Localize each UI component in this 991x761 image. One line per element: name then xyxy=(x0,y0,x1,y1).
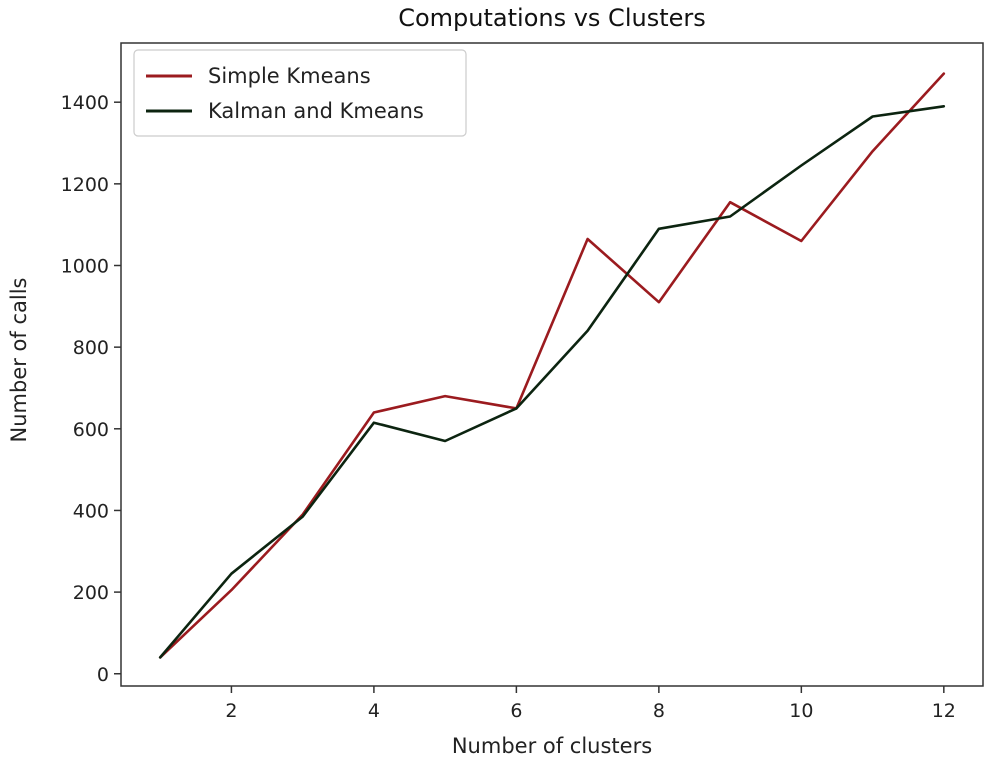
chart-title: Computations vs Clusters xyxy=(398,4,706,32)
x-axis-ticks: 2 4 6 8 10 12 xyxy=(225,686,956,722)
y-axis-ticks: 0 200 400 600 800 1000 1200 1400 xyxy=(61,92,121,686)
y-tick-label: 1200 xyxy=(61,174,109,196)
x-tick-label: 2 xyxy=(225,700,237,722)
y-tick-label: 800 xyxy=(73,337,109,359)
legend-box xyxy=(133,49,467,137)
x-axis-label: Number of clusters xyxy=(452,734,652,758)
x-tick-label: 10 xyxy=(789,700,813,722)
legend-label-simple-kmeans: Simple Kmeans xyxy=(208,64,371,88)
y-tick-label: 1000 xyxy=(61,255,109,277)
series-line-kalman-and-kmeans xyxy=(158,105,946,659)
x-tick-label: 4 xyxy=(368,700,380,722)
x-tick-label: 6 xyxy=(510,700,522,722)
y-tick-label: 1400 xyxy=(61,92,109,114)
y-tick-label: 0 xyxy=(97,664,109,686)
y-tick-label: 600 xyxy=(73,419,109,441)
legend: Simple Kmeans Kalman and Kmeans xyxy=(133,49,467,137)
x-tick-label: 8 xyxy=(653,700,665,722)
y-tick-label: 400 xyxy=(73,500,109,522)
legend-label-kalman-and-kmeans: Kalman and Kmeans xyxy=(208,99,424,123)
y-tick-label: 200 xyxy=(73,582,109,604)
plot-frame xyxy=(120,42,984,687)
x-tick-label: 12 xyxy=(932,700,956,722)
y-axis-label: Number of calls xyxy=(7,278,31,443)
series-line-simple-kmeans xyxy=(158,72,946,659)
series-lines xyxy=(158,72,946,659)
